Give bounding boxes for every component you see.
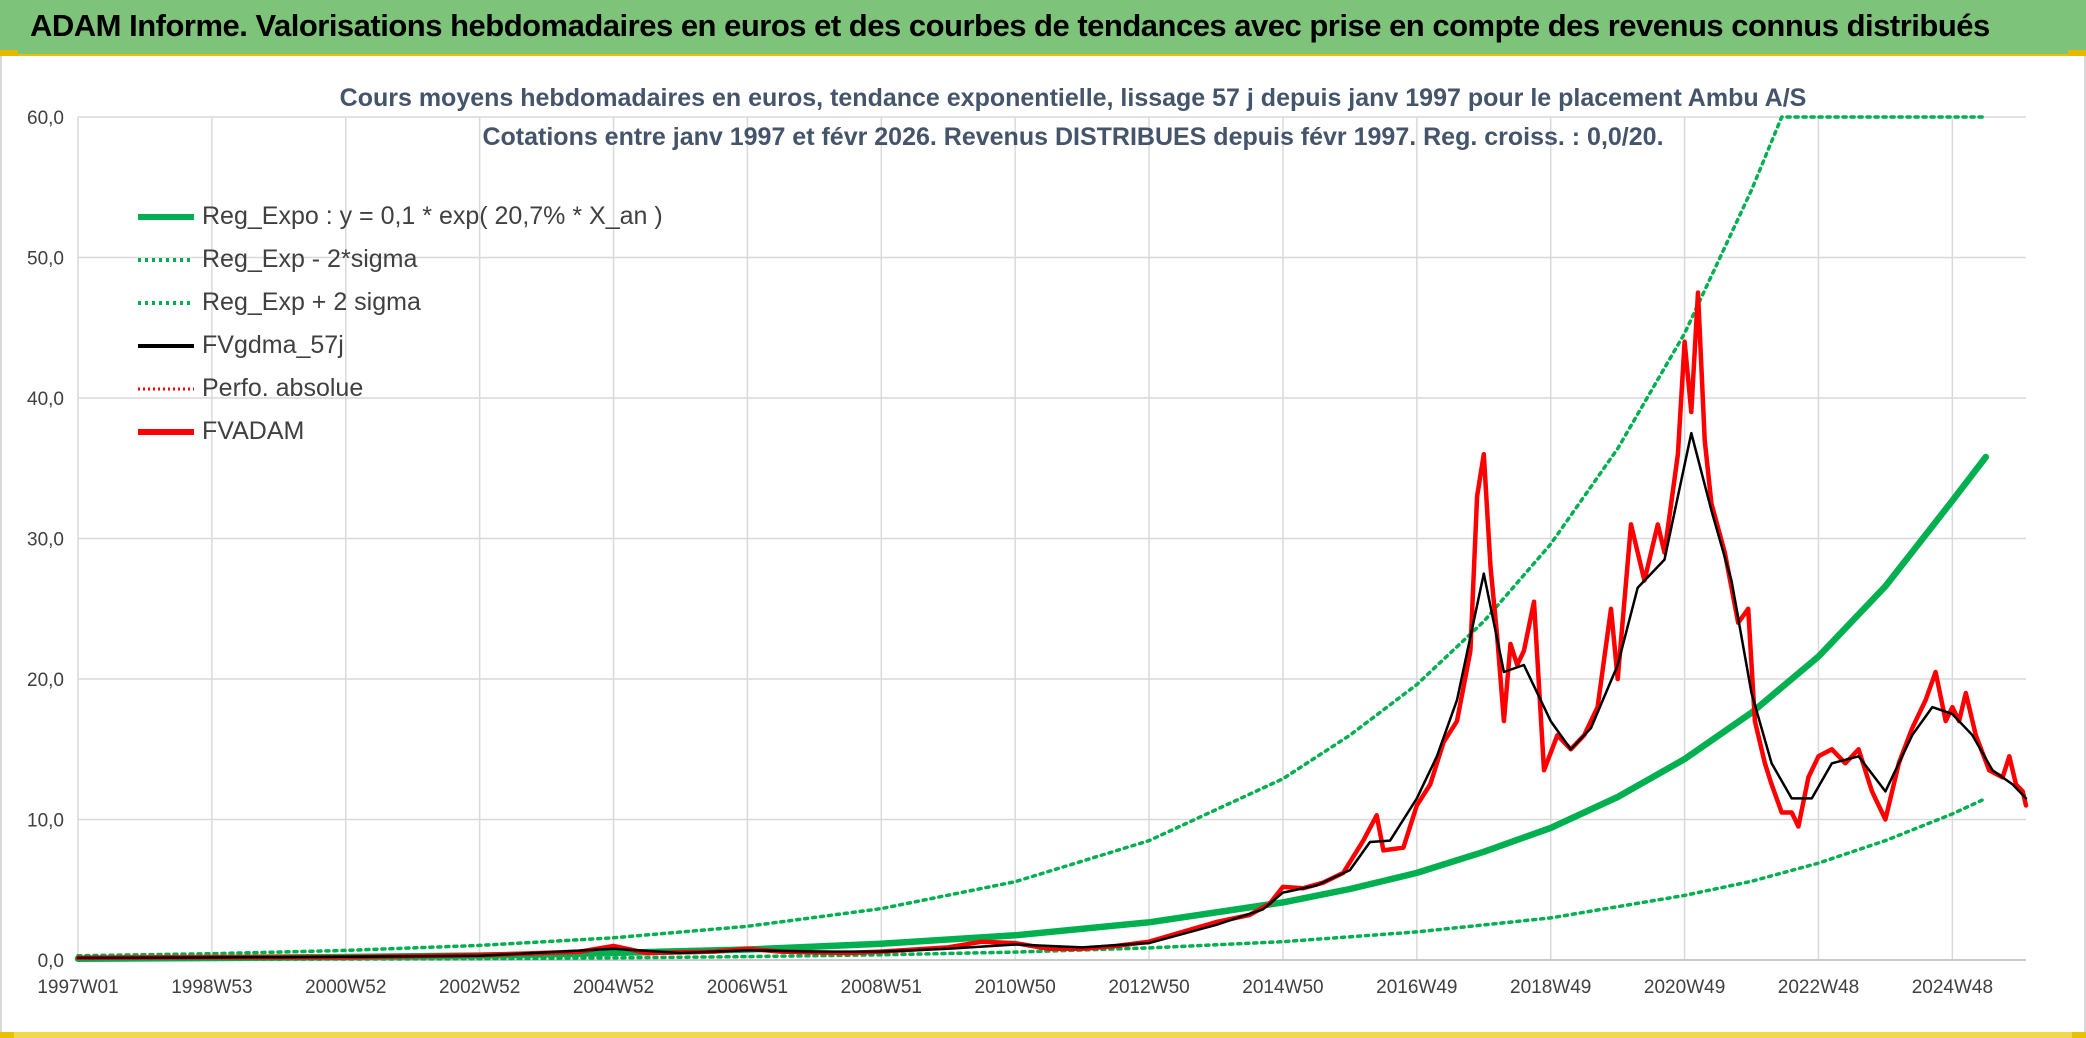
legend-label-perfo: Perfo. absolue — [202, 374, 364, 402]
chart-area: 0,0 10,0 20,0 30,0 40,0 50,0 60,0 1997W01 1998W5… — [27, 108, 2029, 998]
x-tick-label: 2008W51 — [841, 977, 922, 998]
series-line-0 — [74, 453, 1990, 962]
legend-swatch-reg-expo — [138, 214, 194, 220]
x-tick-label: 2004W52 — [573, 977, 654, 998]
x-tick-label: 2000W52 — [305, 977, 386, 998]
y-tick-label: 0,0 — [38, 951, 64, 972]
y-tick-label: 30,0 — [27, 530, 64, 551]
legend-label-reg-expo: Reg_Expo : y = 0,1 * exp( 20,7% * X_an ) — [202, 202, 663, 230]
x-tick-label: 2022W48 — [1778, 977, 1859, 998]
x-tick-label: 2010W50 — [975, 977, 1056, 998]
x-tick-label: 2006W51 — [707, 977, 788, 998]
chart-frame — [0, 56, 2086, 1038]
legend-swatch-perfo — [138, 387, 194, 391]
y-tick-label: 20,0 — [27, 670, 64, 691]
header-corner-left — [0, 50, 18, 56]
x-tick-label: 2016W49 — [1376, 977, 1457, 998]
legend-label-reg-plus: Reg_Exp + 2 sigma — [202, 288, 421, 316]
header-bar: ADAM Informe. Valorisations hebdomadaire… — [0, 0, 2086, 56]
legend-label-reg-minus: Reg_Exp - 2*sigma — [202, 245, 418, 273]
x-tick-label: 1998W53 — [171, 977, 252, 998]
legend-label-fvadam: FVADAM — [202, 417, 305, 445]
x-tick-label: 2014W50 — [1242, 977, 1323, 998]
bottom-strip — [0, 1032, 2086, 1038]
x-tick-label: 2002W52 — [439, 977, 520, 998]
series-line-3 — [76, 431, 2028, 960]
x-tick-label: 2018W49 — [1510, 977, 1591, 998]
legend-swatch-reg-plus — [138, 301, 194, 305]
chart-title-line1: Cours moyens hebdomadaires en euros, ten… — [339, 84, 1807, 112]
series-line-2 — [76, 115, 1988, 958]
x-tick-label: 2024W48 — [1912, 977, 1993, 998]
x-tick-label: 2020W49 — [1644, 977, 1725, 998]
chart-title-line2: Cotations entre janv 1997 et févr 2026. … — [482, 123, 1664, 151]
header-title: ADAM Informe. Valorisations hebdomadaire… — [30, 8, 1990, 43]
x-tick-label: 2012W50 — [1108, 977, 1189, 998]
y-tick-label: 60,0 — [27, 108, 64, 129]
legend-swatch-fvadam — [138, 429, 194, 435]
legend-swatch-gdma — [138, 344, 194, 348]
header-corner-right — [2068, 50, 2086, 56]
legend-label-gdma: FVgdma_57j — [202, 331, 344, 359]
y-tick-label: 50,0 — [27, 249, 64, 270]
y-tick-label: 40,0 — [27, 389, 64, 410]
series-line-5 — [75, 290, 2029, 961]
x-tick-label: 1997W01 — [37, 977, 118, 998]
legend-swatch-reg-minus — [138, 258, 194, 262]
y-tick-label: 10,0 — [27, 811, 64, 832]
